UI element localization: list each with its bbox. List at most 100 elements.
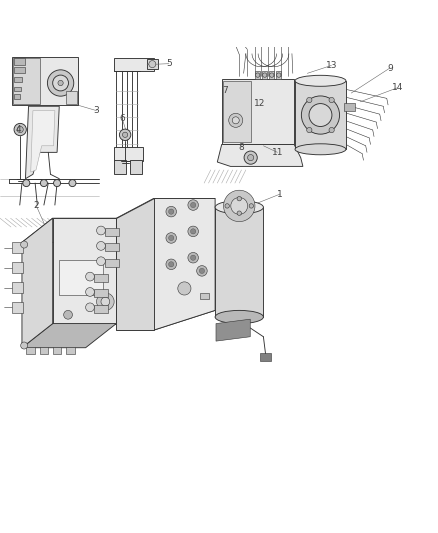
Circle shape [58,80,63,86]
Bar [215,207,263,317]
Bar [12,282,23,293]
Circle shape [21,241,28,248]
Bar [39,348,48,354]
Bar [105,243,118,251]
Text: 8: 8 [238,143,244,151]
Circle shape [187,253,198,263]
Bar [129,160,141,174]
Text: 11: 11 [271,148,283,157]
Bar [114,58,153,71]
Bar [12,302,23,312]
Polygon shape [116,310,215,330]
Text: 3: 3 [93,106,99,115]
Circle shape [328,127,333,133]
Bar [105,228,118,236]
Bar [14,58,25,64]
Ellipse shape [215,310,263,324]
Circle shape [96,293,114,310]
Bar [94,289,107,297]
Circle shape [244,151,257,164]
Circle shape [187,226,198,237]
Bar [254,71,260,79]
Circle shape [308,103,331,126]
Text: 7: 7 [221,85,227,94]
Circle shape [85,303,94,312]
Polygon shape [116,198,153,330]
Circle shape [225,204,229,208]
Bar [147,59,158,69]
Circle shape [69,180,76,187]
Bar [59,260,103,295]
Circle shape [53,180,60,187]
Bar [114,147,142,161]
Circle shape [101,297,110,306]
Circle shape [166,233,176,243]
Circle shape [85,272,94,281]
Circle shape [85,288,94,296]
Text: 1: 1 [276,190,283,199]
Bar [294,81,345,149]
Circle shape [168,236,173,240]
Bar [14,94,20,99]
Circle shape [168,262,173,267]
Circle shape [306,127,311,133]
Bar [12,56,78,105]
Circle shape [119,129,131,141]
Bar [114,160,126,174]
Circle shape [96,226,105,235]
Text: 5: 5 [166,59,172,68]
Bar [53,348,61,354]
Polygon shape [22,218,116,243]
Circle shape [269,73,273,77]
Circle shape [300,96,339,134]
Circle shape [190,255,195,260]
Circle shape [166,259,176,270]
Text: 4: 4 [16,125,21,134]
Circle shape [247,155,253,161]
Polygon shape [116,198,215,218]
Circle shape [237,197,241,201]
Circle shape [122,132,127,138]
Bar [261,71,267,79]
Circle shape [40,180,47,187]
Polygon shape [215,319,250,341]
Circle shape [230,197,247,214]
Circle shape [64,310,72,319]
Bar [105,259,118,266]
Circle shape [262,73,266,77]
Circle shape [306,98,311,103]
Text: 12: 12 [254,99,265,108]
Bar [221,78,293,144]
Polygon shape [153,198,215,330]
Circle shape [276,73,280,77]
Polygon shape [53,218,116,324]
Ellipse shape [294,144,345,155]
Circle shape [255,73,259,77]
Circle shape [166,206,176,217]
Text: 6: 6 [119,114,125,123]
Text: 2: 2 [33,200,39,209]
Bar [14,86,21,91]
Circle shape [249,204,253,208]
Polygon shape [25,106,59,179]
Bar [94,305,107,312]
Bar [12,262,23,273]
Circle shape [190,229,195,234]
Circle shape [96,241,105,251]
Text: 14: 14 [391,83,402,92]
Polygon shape [31,111,55,172]
Circle shape [190,203,195,208]
Polygon shape [217,144,302,166]
Ellipse shape [294,75,345,86]
Bar [13,58,39,104]
Bar [222,81,251,142]
Bar [14,67,25,74]
Bar [12,243,23,253]
Circle shape [23,180,30,187]
Text: 13: 13 [325,61,336,70]
Bar [343,103,354,111]
Text: 9: 9 [386,63,392,72]
Polygon shape [22,324,116,348]
Bar [94,274,107,282]
Bar [259,353,270,361]
